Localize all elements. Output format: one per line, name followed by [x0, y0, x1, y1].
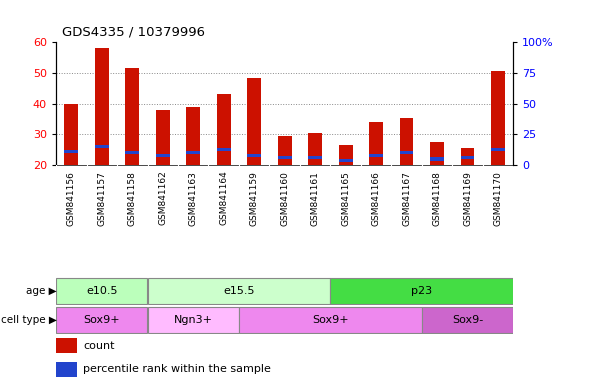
Text: percentile rank within the sample: percentile rank within the sample: [83, 364, 271, 374]
Bar: [56, 278, 148, 304]
Text: GSM841164: GSM841164: [219, 170, 228, 225]
Bar: [186, 151, 200, 154]
Bar: [309, 156, 322, 159]
Text: count: count: [83, 341, 115, 351]
Text: GSM841170: GSM841170: [494, 170, 503, 225]
Bar: [148, 307, 239, 333]
Bar: [400, 118, 414, 165]
Text: Ngn3+: Ngn3+: [173, 314, 213, 325]
Bar: [461, 156, 474, 159]
Bar: [239, 307, 422, 333]
Text: Sox9+: Sox9+: [312, 314, 349, 325]
Text: GSM841161: GSM841161: [311, 170, 320, 225]
Bar: [430, 157, 444, 161]
Bar: [186, 107, 200, 165]
Bar: [217, 148, 231, 151]
Bar: [330, 278, 513, 304]
Bar: [95, 48, 109, 165]
Bar: [56, 362, 77, 376]
Bar: [278, 156, 291, 159]
Text: GSM841158: GSM841158: [128, 170, 137, 225]
Bar: [369, 154, 383, 157]
Bar: [491, 148, 505, 151]
Text: Sox9+: Sox9+: [83, 314, 120, 325]
Bar: [126, 68, 139, 165]
Bar: [422, 307, 513, 333]
Text: GSM841162: GSM841162: [158, 170, 167, 225]
Bar: [339, 145, 352, 165]
Bar: [400, 151, 414, 154]
Bar: [56, 338, 77, 353]
Bar: [247, 78, 261, 165]
Text: e15.5: e15.5: [223, 286, 255, 296]
Text: cell type ▶: cell type ▶: [1, 314, 57, 325]
Text: GSM841163: GSM841163: [189, 170, 198, 225]
Text: GSM841168: GSM841168: [432, 170, 441, 225]
Bar: [491, 71, 505, 165]
Text: GSM841159: GSM841159: [250, 170, 258, 225]
Bar: [339, 159, 352, 162]
Text: GSM841169: GSM841169: [463, 170, 472, 225]
Bar: [369, 122, 383, 165]
Bar: [247, 154, 261, 157]
Bar: [126, 151, 139, 154]
Bar: [156, 154, 169, 157]
Text: e10.5: e10.5: [86, 286, 117, 296]
Text: GSM841166: GSM841166: [372, 170, 381, 225]
Bar: [64, 104, 78, 165]
Text: age ▶: age ▶: [26, 286, 57, 296]
Text: GSM841157: GSM841157: [97, 170, 106, 225]
Bar: [148, 278, 330, 304]
Bar: [461, 148, 474, 165]
Bar: [309, 133, 322, 165]
Text: GSM841156: GSM841156: [67, 170, 76, 225]
Text: GSM841167: GSM841167: [402, 170, 411, 225]
Bar: [217, 94, 231, 165]
Text: Sox9-: Sox9-: [452, 314, 483, 325]
Bar: [278, 136, 291, 165]
Text: GSM841165: GSM841165: [341, 170, 350, 225]
Bar: [56, 307, 148, 333]
Bar: [156, 110, 169, 165]
Text: GSM841160: GSM841160: [280, 170, 289, 225]
Text: GDS4335 / 10379996: GDS4335 / 10379996: [62, 25, 205, 38]
Text: p23: p23: [411, 286, 432, 296]
Bar: [430, 142, 444, 165]
Bar: [95, 145, 109, 148]
Bar: [64, 150, 78, 153]
